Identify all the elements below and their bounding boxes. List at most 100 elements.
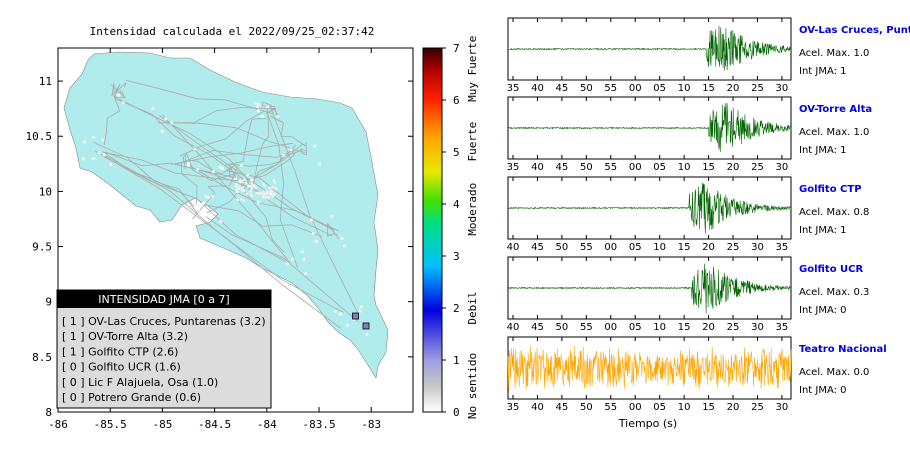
road <box>228 163 285 253</box>
town-dot <box>252 184 256 187</box>
road <box>252 106 270 187</box>
legend-box <box>56 289 272 409</box>
town-dot <box>346 323 349 327</box>
town-dot <box>249 193 253 196</box>
town-dot <box>242 199 245 202</box>
road <box>206 144 297 214</box>
town-dot <box>244 181 248 185</box>
station-markers <box>352 312 370 330</box>
town-dot <box>272 179 276 182</box>
trace-tick-label: 35 <box>776 242 789 253</box>
trace-tick-label: 40 <box>531 162 544 173</box>
waveform <box>507 263 792 314</box>
trace-tick-label: 15 <box>678 242 691 253</box>
road <box>266 112 299 269</box>
trace-tick-label: 25 <box>751 402 764 413</box>
trace-tick-label: 50 <box>556 242 569 253</box>
trace-tick-label: 00 <box>629 402 642 413</box>
town-dot <box>235 185 238 189</box>
trace-panel: 40 45 50 55 00 05 10 15 20 25 30 35 Golfito UCR Acel.… <box>507 256 869 333</box>
trace-station-name: OV-Las Cruces, Puntar <box>799 25 910 36</box>
trace-acel-max: Acel. Max. 1.0 <box>799 127 869 138</box>
town-dot <box>219 220 222 223</box>
town-dot <box>235 182 238 186</box>
legend-item: [ 1 ] OV-Torre Alta (3.2) <box>62 330 188 343</box>
trace-panel: 40 45 50 55 00 05 10 15 20 25 30 35 Golfito CTP Acel.… <box>507 176 869 253</box>
town-dot <box>270 190 273 193</box>
road <box>299 142 308 156</box>
trace-tick-label: 20 <box>727 402 740 413</box>
town-dot <box>318 162 321 166</box>
trace-tick-label: 35 <box>507 162 520 173</box>
trace-tick-label: 50 <box>580 162 593 173</box>
town-dot <box>196 168 199 171</box>
town-dot <box>254 186 258 190</box>
town-dot <box>211 195 215 198</box>
town-dot <box>340 237 344 240</box>
town-dot <box>282 154 286 157</box>
trace-station-name: OV-Torre Alta <box>799 104 872 115</box>
town-dot <box>343 244 346 247</box>
town-dot <box>250 182 254 185</box>
trace-int-jma: Int JMA: 1 <box>799 225 847 236</box>
road <box>177 149 295 165</box>
town-dot <box>266 192 270 195</box>
trace-tick-label: 05 <box>629 242 642 253</box>
colorbar-category-label: Moderado <box>466 183 479 236</box>
waveform-panels: 35 40 45 50 55 00 05 10 15 20 25 30 OV-Las Cruces, P… <box>507 17 910 413</box>
town-dot <box>273 181 277 184</box>
town-dot <box>257 200 260 204</box>
town-dot <box>262 190 265 194</box>
town-dot <box>238 184 241 188</box>
trace-tick-label: 15 <box>702 83 715 94</box>
road <box>171 142 294 165</box>
trace-tick-label: 40 <box>507 242 520 253</box>
town-dot <box>302 258 306 261</box>
town-dot <box>122 101 125 104</box>
colorbar-tick-label: 5 <box>453 146 460 159</box>
trace-tick-label: 00 <box>604 322 617 333</box>
trace-tick-label: 55 <box>580 242 593 253</box>
town-dot <box>262 195 265 199</box>
trace-panel: 35 40 45 50 55 00 05 10 15 20 25 30 OV-Las Cruces, P… <box>507 17 910 94</box>
town-dot <box>234 177 238 180</box>
town-dot <box>236 198 239 202</box>
town-dot <box>276 115 280 118</box>
trace-acel-max: Acel. Max. 0.3 <box>799 287 869 298</box>
trace-tick-label: 45 <box>531 322 544 333</box>
town-dot <box>266 105 269 109</box>
town-dot <box>334 310 337 313</box>
trace-tick-label: 05 <box>629 322 642 333</box>
colorbar-tick-label: 6 <box>453 94 460 107</box>
road <box>248 150 300 191</box>
trace-tick-label: 15 <box>702 402 715 413</box>
road <box>102 154 345 314</box>
town-dot <box>240 180 243 184</box>
trace-acel-max: Acel. Max. 0.8 <box>799 207 869 218</box>
trace-int-jma: Int JMA: 1 <box>799 145 847 156</box>
colorbar-tick-label: 2 <box>453 302 460 315</box>
town-dot <box>247 184 250 188</box>
map-axes: -86 -85.5 -85 -84.5 -84 -83.5 -83 8 8.5 9 9.5 10 10.… <box>26 48 413 431</box>
trace-tick-label: 25 <box>727 322 740 333</box>
road <box>93 141 198 214</box>
station-marker <box>352 312 359 320</box>
town-dot <box>254 102 257 105</box>
road <box>203 204 323 237</box>
town-dot <box>102 153 106 157</box>
town-dot <box>235 189 238 192</box>
map-ytick-label: 9 <box>45 296 52 309</box>
town-dot <box>257 109 260 112</box>
town-dot <box>204 195 207 198</box>
trace-tick-label: 15 <box>678 322 691 333</box>
trace-tick-label: 20 <box>727 162 740 173</box>
town-dot <box>289 148 293 151</box>
road <box>114 98 233 172</box>
waveform <box>507 102 792 152</box>
town-dot <box>170 121 173 125</box>
town-dot <box>249 178 253 182</box>
colorbar-tick-label: 4 <box>453 198 460 211</box>
town-dot <box>257 103 260 106</box>
trace-tick-label: 10 <box>678 402 691 413</box>
